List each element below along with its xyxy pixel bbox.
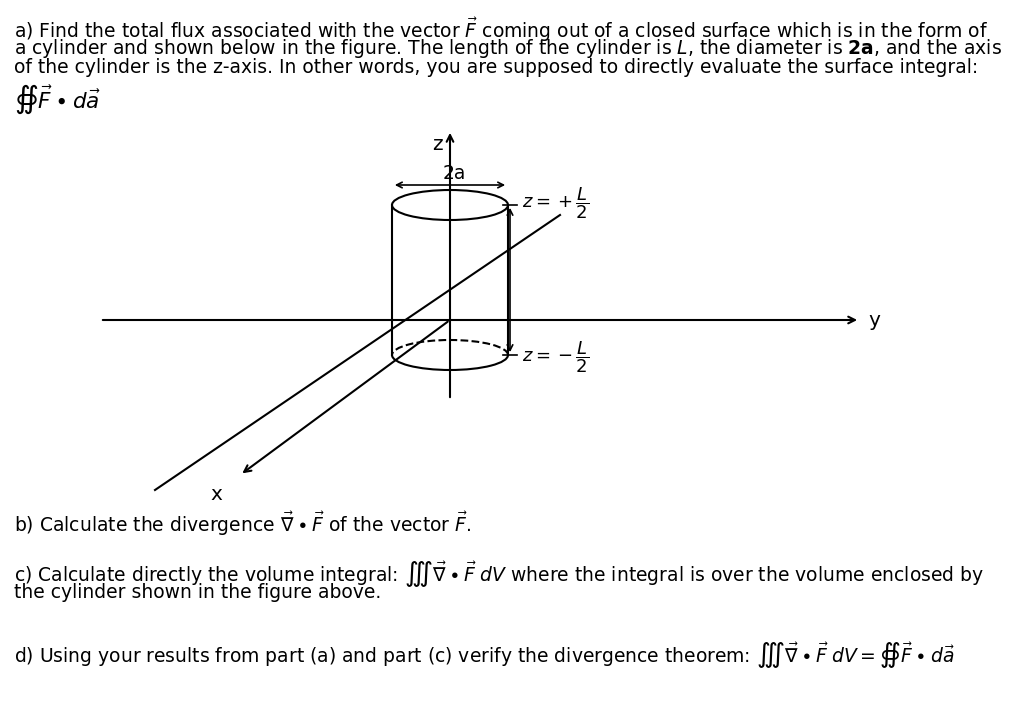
- Text: $\oiint \vec{F} \bullet d\vec{a}$: $\oiint \vec{F} \bullet d\vec{a}$: [14, 83, 100, 116]
- Text: $z = +\dfrac{L}{2}$: $z = +\dfrac{L}{2}$: [522, 185, 589, 221]
- Text: the cylinder shown in the figure above.: the cylinder shown in the figure above.: [14, 583, 381, 602]
- Text: c) Calculate directly the volume integral: $\iiint \vec{\nabla} \bullet \vec{F} : c) Calculate directly the volume integra…: [14, 560, 984, 590]
- Text: d) Using your results from part (a) and part (c) verify the divergence theorem: : d) Using your results from part (a) and …: [14, 641, 955, 671]
- Text: y: y: [868, 310, 880, 329]
- Text: a) Find the total flux associated with the vector $\vec{F}$ coming out of a clos: a) Find the total flux associated with t…: [14, 16, 988, 44]
- Text: of the cylinder is the z-axis. In other words, you are supposed to directly eval: of the cylinder is the z-axis. In other …: [14, 58, 978, 77]
- Text: x: x: [210, 485, 222, 504]
- Text: 2a: 2a: [442, 164, 466, 183]
- Text: b) Calculate the divergence $\vec{\nabla} \bullet \vec{F}$ of the vector $\vec{F: b) Calculate the divergence $\vec{\nabla…: [14, 510, 471, 538]
- Text: $z = -\dfrac{L}{2}$: $z = -\dfrac{L}{2}$: [522, 339, 589, 375]
- Text: a cylinder and shown below in the figure. The length of the cylinder is $L$, the: a cylinder and shown below in the figure…: [14, 37, 1002, 60]
- Text: z: z: [432, 135, 442, 154]
